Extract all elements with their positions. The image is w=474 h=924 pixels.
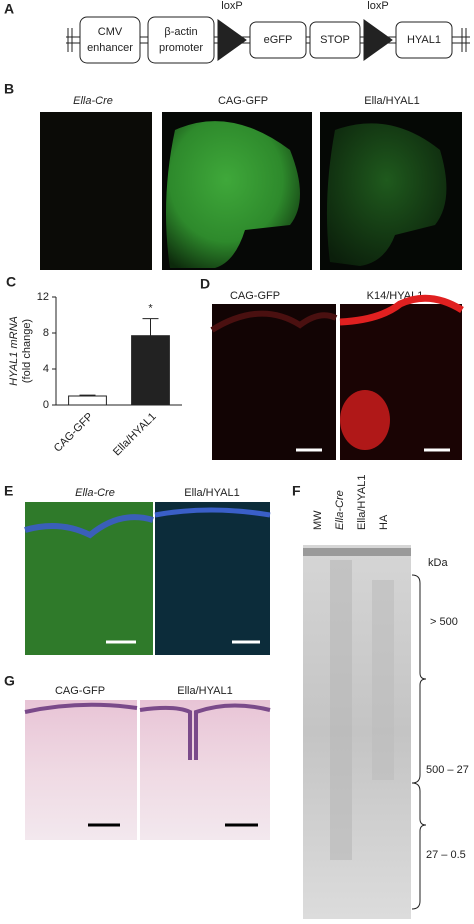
panel-label: F (292, 483, 301, 499)
image-title: Ella-Cre (73, 95, 113, 107)
image (25, 700, 137, 840)
embryo (166, 121, 300, 268)
epidermis (24, 702, 138, 714)
box-label: STOP (320, 34, 350, 46)
gel (303, 545, 411, 919)
panel-label: G (4, 673, 15, 689)
image-title: CAG-GFP (218, 95, 268, 107)
lane-label: Ella/HYAL1 (356, 475, 368, 530)
box-label: promoter (159, 42, 203, 54)
image-title: CAG-GFP (230, 290, 280, 302)
lane-label: Ella-Cre (334, 490, 346, 530)
lox-label: loxP (367, 0, 388, 12)
y-tick-label: 8 (43, 327, 49, 339)
image-title: Ella/HYAL1 (364, 95, 419, 107)
unit: kDa (428, 557, 448, 569)
y-tick-label: 12 (37, 291, 49, 303)
range-label: > 500 (430, 616, 458, 628)
x-tick-label: CAG-GFP (52, 411, 96, 455)
image-title: Ella-Cre (75, 487, 115, 499)
epidermis (139, 703, 271, 760)
bar (68, 395, 107, 406)
error-bar (142, 318, 159, 336)
well (303, 548, 411, 556)
stain (340, 390, 390, 450)
annotation: * (148, 303, 153, 315)
image-title: CAG-GFP (55, 685, 105, 697)
image (140, 700, 270, 840)
panel-label: C (6, 274, 16, 290)
lane-smear (372, 580, 394, 780)
y-tick-label: 0 (43, 399, 49, 411)
box-label: eGFP (264, 34, 293, 46)
bar (131, 335, 170, 406)
construct (66, 16, 470, 64)
bar-chart: 0 4 8 12 HYAL1 mRNA (fold change) CAG-GFP Ella/… (8, 291, 182, 458)
nuclei-layer (154, 507, 271, 518)
lane-label: HA (378, 514, 390, 530)
x-tick-label: Ella/HYAL1 (111, 411, 159, 459)
embryo (326, 123, 447, 266)
brace (411, 574, 427, 910)
panel-label: D (200, 276, 210, 292)
y-tick-label: 4 (43, 363, 49, 375)
nuclei-layer (24, 514, 154, 539)
box-label: CMV (98, 26, 123, 38)
y-axis-label: (fold change) (21, 319, 33, 383)
image-title: Ella/HYAL1 (184, 487, 239, 499)
image (212, 304, 336, 460)
range-label: 27 – 0.5 (426, 849, 466, 861)
range-label: 500 – 27 (426, 764, 469, 776)
image-title: Ella/HYAL1 (177, 685, 232, 697)
panel-label: E (4, 483, 13, 499)
panel-label: A (4, 1, 14, 17)
panel-label: B (4, 81, 14, 97)
image (40, 112, 152, 270)
image (155, 502, 270, 655)
skin-layer (339, 294, 464, 326)
box-label: β-actin (164, 26, 197, 38)
y-axis-label: HYAL1 mRNA (8, 316, 20, 386)
skin-layer (210, 310, 338, 333)
error-bar (79, 394, 96, 396)
lane-label: MW (312, 510, 324, 530)
box-label: HYAL1 (407, 34, 441, 46)
box-label: enhancer (87, 42, 133, 54)
lane-smear (330, 560, 352, 860)
lox-label: loxP (221, 0, 242, 12)
